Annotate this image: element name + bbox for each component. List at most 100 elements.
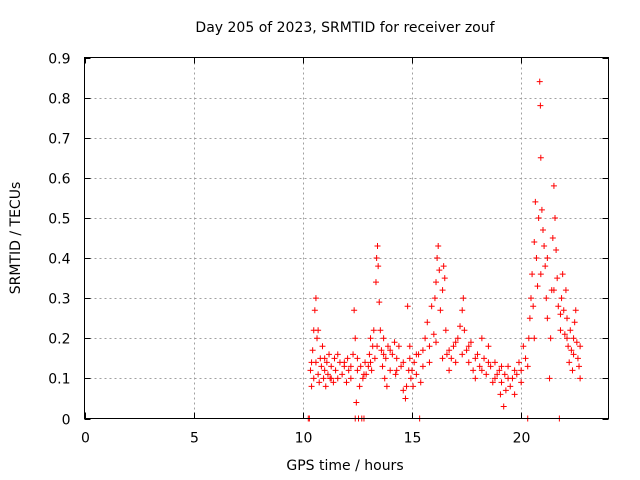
data-point — [540, 226, 546, 233]
data-point — [515, 359, 522, 366]
x-axis-label: GPS time / hours — [286, 458, 403, 474]
data-point — [314, 335, 321, 342]
data-point — [496, 367, 503, 374]
data-point — [406, 355, 413, 362]
data-point — [531, 335, 538, 342]
data-point — [457, 323, 464, 330]
y-axis-label: SRMTID / TECUs — [8, 182, 24, 295]
data-point — [393, 367, 400, 374]
data-point — [530, 303, 537, 310]
data-point — [367, 359, 374, 366]
data-point — [326, 351, 333, 358]
data-point — [572, 307, 579, 314]
data-point — [378, 347, 385, 354]
data-point — [400, 387, 407, 394]
data-point — [566, 359, 573, 366]
data-point — [382, 355, 389, 362]
data-point — [470, 367, 477, 374]
data-point — [368, 367, 375, 374]
data-point — [398, 363, 405, 370]
data-point — [350, 351, 357, 358]
data-point — [570, 335, 577, 342]
data-point — [375, 263, 382, 270]
data-point — [511, 367, 518, 374]
data-point — [491, 359, 498, 366]
data-point — [570, 351, 577, 358]
data-point — [532, 198, 539, 205]
data-point — [354, 355, 361, 362]
data-point — [526, 315, 533, 322]
data-point — [448, 355, 455, 362]
data-point — [467, 339, 474, 346]
data-point — [376, 299, 383, 306]
data-point — [357, 363, 364, 370]
data-point — [312, 295, 319, 302]
data-point — [308, 383, 315, 390]
data-point — [505, 375, 512, 382]
data-point — [424, 319, 431, 326]
data-point — [491, 375, 498, 382]
data-point — [501, 371, 508, 378]
data-point — [334, 375, 341, 382]
data-point — [406, 343, 413, 350]
x-tick-label: 15 — [404, 431, 422, 447]
data-point — [322, 383, 329, 390]
data-point — [472, 355, 479, 362]
data-point — [561, 331, 568, 338]
data-point — [525, 335, 532, 342]
data-point — [461, 327, 468, 334]
grid — [84, 57, 609, 419]
data-point — [513, 371, 520, 378]
data-point — [433, 339, 440, 346]
data-point — [339, 371, 346, 378]
data-point — [308, 359, 315, 366]
data-point — [374, 243, 381, 250]
data-point — [524, 363, 531, 370]
data-point — [422, 335, 429, 342]
data-point — [328, 375, 335, 382]
data-point — [505, 363, 512, 370]
data-point — [366, 351, 373, 358]
data-point — [383, 383, 390, 390]
data-point — [537, 271, 544, 278]
data-point — [487, 363, 494, 370]
y-tick-label: 0.9 — [48, 52, 70, 68]
data-point — [320, 375, 327, 382]
data-point — [352, 335, 359, 342]
data-point — [574, 355, 581, 362]
data-point — [547, 335, 554, 342]
data-point — [400, 359, 407, 366]
data-point — [538, 206, 545, 213]
data-point — [546, 375, 553, 382]
data-point — [334, 351, 341, 358]
data-point — [494, 371, 501, 378]
data-point — [527, 295, 534, 302]
data-point — [315, 327, 322, 334]
data-point — [576, 363, 583, 370]
data-point — [431, 295, 438, 302]
data-point — [511, 391, 518, 398]
data-point — [372, 279, 379, 286]
axis-ticks — [84, 57, 609, 420]
data-point — [387, 347, 394, 354]
data-point — [365, 363, 372, 370]
data-point — [409, 367, 415, 374]
data-point — [498, 363, 505, 370]
data-point — [559, 271, 566, 278]
data-point — [413, 371, 420, 378]
data-point — [497, 391, 504, 398]
data-point — [577, 375, 584, 382]
data-point — [465, 359, 472, 366]
data-point — [381, 375, 388, 382]
data-point — [520, 343, 527, 350]
data-point — [437, 307, 444, 314]
y-tick-label: 0.7 — [48, 132, 70, 148]
data-point — [554, 275, 561, 282]
y-tick-label: 0.4 — [48, 252, 70, 268]
data-point — [562, 287, 569, 294]
data-point — [310, 375, 317, 382]
data-point — [485, 343, 492, 350]
data-point — [557, 327, 564, 334]
